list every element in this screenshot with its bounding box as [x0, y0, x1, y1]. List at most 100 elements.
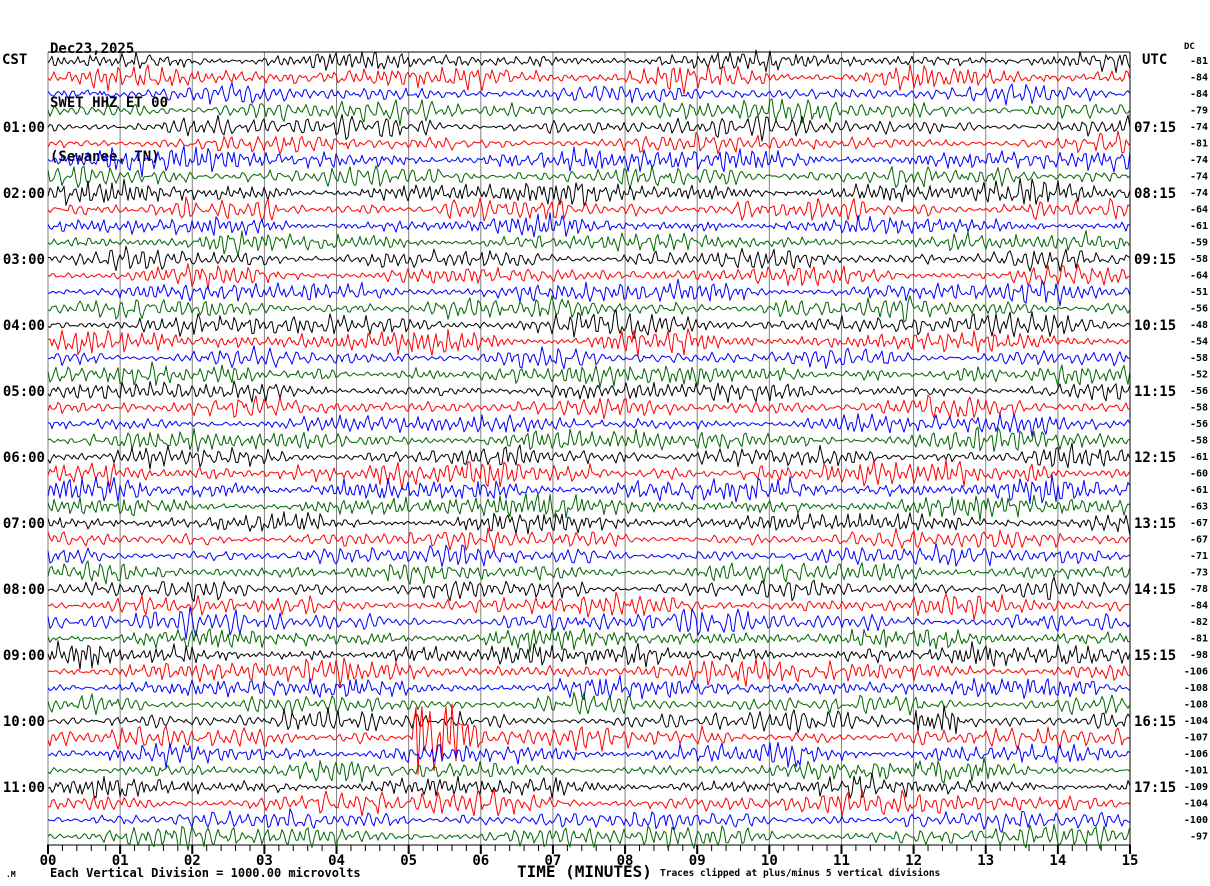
x-tick-label: 08: [617, 853, 634, 869]
cst-hour-label: 10:00: [3, 714, 45, 730]
dc-value: -108: [1184, 683, 1208, 694]
x-tick-label: 04: [328, 853, 345, 869]
dc-value: -79: [1190, 106, 1208, 117]
seismogram-trace-row-20: [47, 380, 1131, 403]
dc-value: -106: [1184, 667, 1208, 678]
cst-hour-label: 04:00: [3, 318, 45, 334]
dc-value: -64: [1190, 205, 1208, 216]
dc-value: -98: [1190, 650, 1208, 661]
dc-value: -67: [1190, 518, 1208, 529]
seismogram-trace-row-1: [47, 64, 1131, 95]
seismogram-trace-row-43: [47, 757, 1131, 784]
x-tick-label: 14: [1049, 853, 1066, 869]
utc-hour-label: 12:15: [1134, 450, 1176, 466]
seismogram-trace-row-44: [47, 772, 1131, 799]
seismogram-trace-row-36: [47, 640, 1131, 670]
cst-hour-label: 11:00: [3, 780, 45, 796]
utc-hour-label: 07:15: [1134, 120, 1176, 136]
seismogram-trace-row-41: [47, 703, 1131, 776]
seismogram-trace-row-39: [47, 691, 1131, 716]
cst-header: CST: [2, 52, 28, 68]
dc-value: -58: [1190, 353, 1208, 364]
dc-value: -97: [1190, 832, 1208, 843]
seismogram-trace-row-0: [47, 49, 1131, 73]
x-tick-label: 12: [905, 853, 922, 869]
dc-value: -52: [1190, 370, 1208, 381]
x-tick-label: 01: [112, 853, 129, 869]
x-tick-label: 10: [761, 853, 778, 869]
seismogram-trace-row-9: [47, 196, 1131, 222]
x-axis-label: TIME (MINUTES): [517, 862, 652, 881]
dc-value: -60: [1190, 469, 1208, 480]
x-tick-label: 07: [545, 853, 562, 869]
utc-hour-label: 15:15: [1134, 648, 1176, 664]
seismogram-trace-row-7: [47, 165, 1131, 190]
dc-value: -63: [1190, 502, 1208, 513]
dc-value: -81: [1190, 139, 1208, 150]
dc-value: -59: [1190, 238, 1208, 249]
dc-value: -100: [1184, 815, 1208, 826]
dc-value: -74: [1190, 172, 1208, 183]
utc-hour-label: 14:15: [1134, 582, 1176, 598]
seismogram-trace-row-42: [47, 741, 1131, 769]
cst-hour-label: 02:00: [3, 186, 45, 202]
dc-value: -101: [1184, 766, 1208, 777]
seismogram-trace-row-5: [47, 130, 1131, 155]
seismogram-trace-row-2: [47, 82, 1131, 106]
seismogram-trace-row-34: [47, 606, 1131, 640]
dc-value: -67: [1190, 535, 1208, 546]
seismogram-trace-row-29: [47, 527, 1131, 552]
watermark: .M: [6, 870, 16, 879]
seismogram-trace-row-21: [47, 394, 1131, 420]
dc-column-header: DC: [1184, 42, 1195, 52]
x-tick-label: 11: [833, 853, 850, 869]
dc-value: -84: [1190, 89, 1208, 100]
cst-hour-label: 03:00: [3, 252, 45, 268]
dc-value: -74: [1190, 155, 1208, 166]
dc-value: -61: [1190, 485, 1208, 496]
x-tick-label: 05: [400, 853, 417, 869]
dc-value: -73: [1190, 568, 1208, 579]
dc-value: -106: [1184, 749, 1208, 760]
x-tick-label: 06: [472, 853, 489, 869]
x-tick-label: 00: [40, 853, 57, 869]
seismogram-trace-row-35: [47, 627, 1131, 653]
seismogram-trace-row-27: [47, 492, 1131, 522]
seismogram-trace-row-47: [47, 823, 1131, 851]
utc-header: UTC: [1142, 52, 1168, 68]
utc-hour-label: 08:15: [1134, 186, 1176, 202]
utc-hour-label: 09:15: [1134, 252, 1176, 268]
seismogram-trace-row-32: [47, 576, 1131, 602]
cst-hour-label: 09:00: [3, 648, 45, 664]
seismogram-trace-row-26: [47, 474, 1131, 504]
seismogram-trace-row-40: [47, 704, 1131, 735]
dc-value: -58: [1190, 254, 1208, 265]
seismogram-trace-row-37: [47, 657, 1131, 688]
title-date: Dec23,2025: [50, 41, 135, 57]
seismogram-trace-row-31: [47, 560, 1131, 585]
dc-value: -108: [1184, 700, 1208, 711]
seismogram-trace-row-46: [47, 808, 1131, 833]
seismogram-trace-row-8: [47, 177, 1131, 206]
dc-value: -56: [1190, 304, 1208, 315]
dc-value: -54: [1190, 337, 1208, 348]
seismogram-trace-row-23: [47, 426, 1131, 453]
seismogram-trace-row-25: [47, 458, 1131, 490]
cst-hour-label: 01:00: [3, 120, 45, 136]
dc-value: -84: [1190, 73, 1208, 84]
dc-value: -71: [1190, 551, 1208, 562]
utc-hour-label: 10:15: [1134, 318, 1176, 334]
seismogram-trace-row-15: [47, 295, 1131, 323]
seismogram-trace-row-17: [47, 328, 1131, 357]
utc-hour-label: 13:15: [1134, 516, 1176, 532]
dc-value: -61: [1190, 452, 1208, 463]
x-tick-label: 15: [1122, 853, 1139, 869]
seismogram-trace-row-28: [47, 511, 1131, 536]
dc-value: -48: [1190, 320, 1208, 331]
dc-value: -107: [1184, 733, 1208, 744]
footer-clip-note: Traces clipped at plus/minus 5 vertical …: [660, 868, 941, 879]
seismogram-trace-row-30: [47, 543, 1131, 567]
seismogram-trace-row-13: [47, 263, 1131, 290]
